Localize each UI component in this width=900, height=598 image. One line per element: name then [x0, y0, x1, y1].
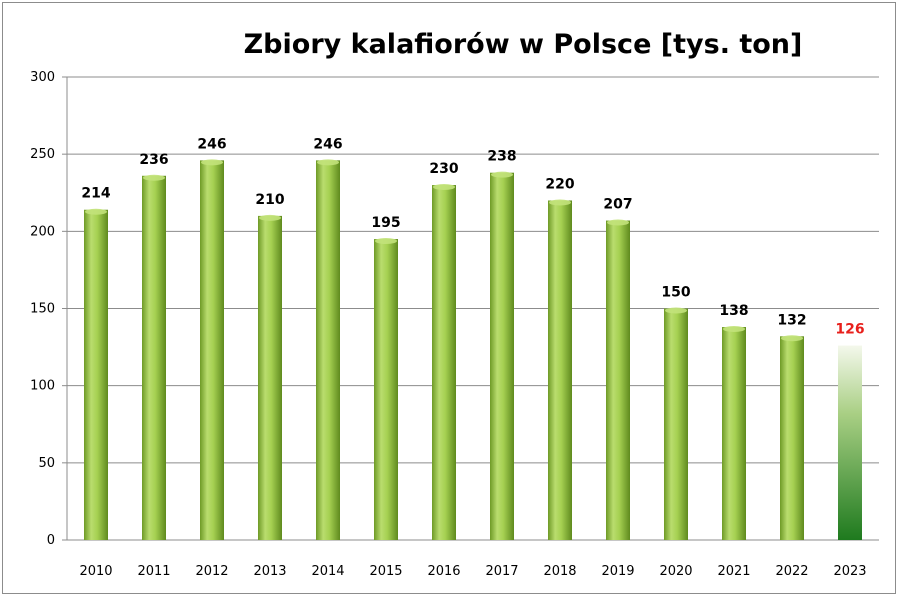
data-label: 236	[139, 152, 168, 168]
y-tick-label: 50	[38, 456, 55, 471]
bar-cap	[607, 219, 629, 226]
x-tick-label: 2020	[659, 564, 692, 579]
bars	[84, 159, 862, 541]
data-label: 220	[545, 176, 574, 192]
y-tick-label: 200	[30, 224, 55, 239]
data-label: 207	[603, 197, 632, 213]
bar-body	[84, 209, 108, 540]
bar	[432, 184, 456, 541]
data-label: 150	[661, 285, 690, 301]
bar-cap	[491, 171, 513, 178]
bar-body	[142, 175, 166, 541]
x-tick-label: 2016	[427, 564, 460, 579]
bar-body	[200, 160, 224, 540]
bar-cap	[665, 307, 687, 314]
bar-cap	[201, 159, 223, 166]
bar	[490, 171, 514, 541]
bar-cap	[259, 214, 281, 221]
y-tick-label: 300	[30, 70, 55, 85]
bar-body	[722, 327, 746, 540]
bar-body	[374, 239, 398, 541]
bar-cap	[781, 335, 803, 342]
bar	[84, 208, 108, 540]
x-tick-label: 2011	[137, 564, 170, 579]
data-label: 132	[777, 312, 806, 328]
x-tick-label: 2023	[833, 564, 866, 579]
bar-body	[258, 215, 282, 540]
bar-body	[838, 345, 862, 540]
x-tick-label: 2019	[601, 564, 634, 579]
bar-chart: Zbiory kalafiorów w Polsce [tys. ton] 0 5…	[30, 29, 879, 579]
bar-cap	[723, 326, 745, 333]
y-axis-ticks: 0 50 100 150 200 250 300	[30, 70, 67, 548]
data-label: 246	[197, 136, 226, 152]
gridlines	[66, 76, 879, 541]
bar	[548, 199, 572, 540]
bar-body	[316, 160, 340, 540]
bar	[606, 219, 630, 540]
y-tick-label: 100	[30, 379, 55, 394]
data-label: 138	[719, 303, 748, 319]
bar-cap	[85, 208, 107, 215]
data-label: 126	[835, 322, 864, 338]
x-tick-label: 2010	[79, 564, 112, 579]
bar	[258, 214, 282, 540]
bar	[316, 159, 340, 540]
chart-title: Zbiory kalafiorów w Polsce [tys. ton]	[244, 29, 803, 60]
x-tick-label: 2012	[195, 564, 228, 579]
bar-body	[606, 220, 630, 540]
bar-body	[490, 172, 514, 541]
bar	[374, 238, 398, 541]
data-label: 195	[371, 215, 400, 231]
x-tick-label: 2015	[369, 564, 402, 579]
data-labels: 214 236 246 210 246 195 230 238 220 207 150 138 132 1…	[81, 136, 864, 337]
x-tick-label: 2018	[543, 564, 576, 579]
bar	[780, 335, 804, 540]
y-tick-label: 250	[30, 147, 55, 162]
x-axis-ticks: 2010 2011 2012 2013 2014 2015 2016 2017 2018 2019…	[79, 564, 866, 579]
data-label: 238	[487, 149, 516, 165]
bar	[722, 326, 746, 540]
x-tick-label: 2017	[485, 564, 518, 579]
x-tick-label: 2021	[717, 564, 750, 579]
bar-cap	[143, 174, 165, 181]
x-tick-label: 2014	[311, 564, 344, 579]
data-label: 246	[313, 136, 342, 152]
y-tick-label: 0	[47, 533, 55, 548]
bar-body	[432, 185, 456, 541]
bar-body	[548, 200, 572, 540]
data-label: 230	[429, 161, 458, 177]
x-tick-label: 2022	[775, 564, 808, 579]
x-tick-label: 2013	[253, 564, 286, 579]
bar	[142, 174, 166, 541]
bar-body	[780, 336, 804, 540]
data-label: 214	[81, 186, 110, 202]
bar-cap	[433, 184, 455, 191]
bar-cap	[549, 199, 571, 206]
data-label: 210	[255, 192, 284, 208]
bar-cap	[317, 159, 339, 166]
y-tick-label: 150	[30, 302, 55, 317]
bar	[200, 159, 224, 540]
bar-body	[664, 308, 688, 540]
bar	[838, 345, 862, 540]
bar	[664, 307, 688, 540]
bar-cap	[375, 238, 397, 245]
